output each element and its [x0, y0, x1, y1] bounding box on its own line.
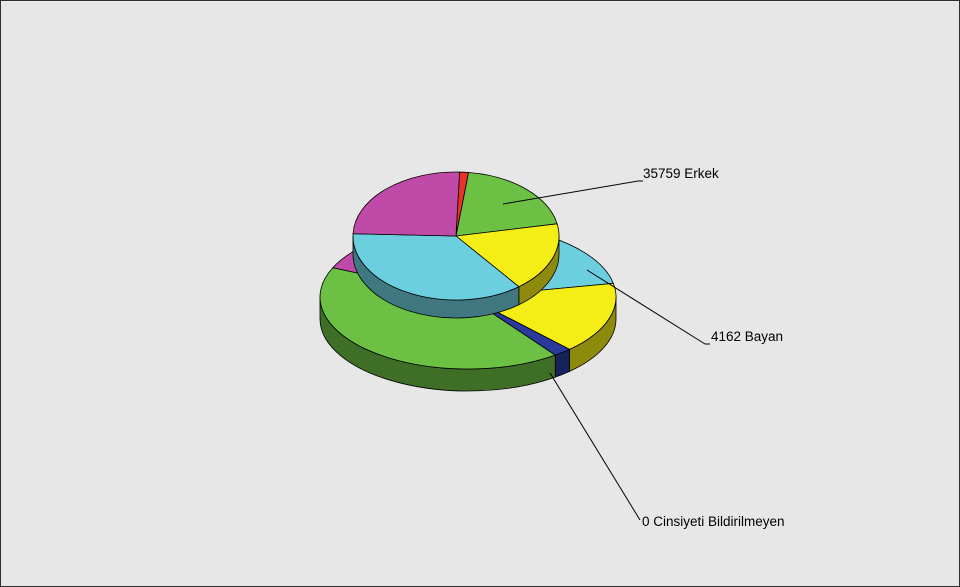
pie-2-slice-2	[455, 172, 558, 237]
pie-2-slice-3	[455, 223, 560, 288]
leader-line-cinsiyeti-bildirilmeyen	[549, 372, 641, 521]
pie-2	[352, 171, 560, 319]
pie-2-slice-5	[352, 171, 461, 237]
label-erkek: 35759 Erkek	[643, 166, 719, 181]
leader-line-erkek	[502, 180, 639, 205]
leader-line-bayan	[586, 269, 706, 345]
label-cinsiyeti-bildirilmeyen: 0 Cinsiyeti Bildirilmeyen	[642, 514, 785, 529]
pie-stack	[319, 171, 617, 392]
pie-2-slice-4	[352, 233, 520, 301]
label-bayan: 4162 Bayan	[711, 329, 783, 344]
